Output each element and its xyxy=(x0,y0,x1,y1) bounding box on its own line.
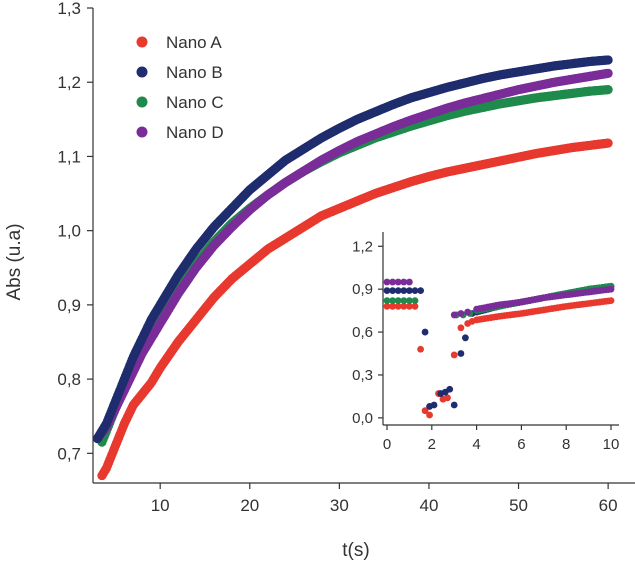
inset-data-point xyxy=(383,287,391,295)
inset-data-point xyxy=(607,285,615,293)
inset-data-point xyxy=(421,328,429,336)
main-data-point xyxy=(603,85,613,95)
inset-data-point xyxy=(457,350,465,357)
inset-series-4 xyxy=(383,278,615,319)
legend-marker xyxy=(136,126,148,138)
inset-y-tick-label: 0,3 xyxy=(352,367,373,384)
inset-data-point xyxy=(446,385,454,393)
inset-x-tick-label: 4 xyxy=(472,436,480,453)
inset-y-tick-label: 1,2 xyxy=(352,238,373,255)
inset-data-point xyxy=(400,287,408,295)
main-x-tick-label: 60 xyxy=(599,496,618,515)
main-plot: 0,70,80,91,01,11,21,310 20 30 40 50 60t(s)Abs… xyxy=(4,0,635,561)
inset-data-point xyxy=(450,311,458,319)
inset-background xyxy=(333,222,635,470)
main-x-tick-label: 20 xyxy=(240,496,259,515)
inset-data-point xyxy=(389,297,396,305)
inset-series-1 xyxy=(383,297,615,419)
inset-data-point xyxy=(457,310,465,317)
main-x-tick-label: 50 xyxy=(509,496,528,515)
inset-y-tick-label: 0,0 xyxy=(352,410,373,427)
inset-data-point xyxy=(394,297,402,305)
inset-data-point xyxy=(444,394,451,402)
inset-x-tick-label: 6 xyxy=(517,436,525,453)
inset-data-point xyxy=(411,302,419,310)
inset-data-point xyxy=(394,278,402,286)
inset-y-tick-label: 0,9 xyxy=(352,281,373,298)
main-x-tick-label: 30 xyxy=(330,496,349,515)
main-y-tick-label: 1,1 xyxy=(57,147,81,166)
main-y-tick-label: 0,9 xyxy=(57,296,81,315)
inset-data-point xyxy=(389,278,396,286)
inset-data-point xyxy=(383,278,391,286)
main-y-tick-label: 0,8 xyxy=(57,370,81,389)
inset-data-point xyxy=(400,302,408,310)
main-y-tick-label: 0,7 xyxy=(57,444,81,463)
inset-data-point xyxy=(394,287,402,295)
inset-x-tick-label: 2 xyxy=(428,436,436,453)
inset-x-tick-label: 10 xyxy=(603,436,620,453)
main-series-nano-b xyxy=(92,55,613,444)
inset-data-point xyxy=(457,324,465,332)
legend-label: Nano D xyxy=(166,123,224,142)
main-x-tick-label: 10 xyxy=(151,496,170,515)
inset-data-point xyxy=(411,297,419,305)
main-x-tick-label: 40 xyxy=(419,496,438,515)
inset-y-tick-label: 0,6 xyxy=(352,324,373,341)
main-y-tick-label: 1,0 xyxy=(57,222,81,241)
inset-data-point xyxy=(389,302,396,310)
main-data-point xyxy=(603,138,613,148)
inset-data-point xyxy=(400,297,408,305)
legend-label: Nano A xyxy=(166,33,222,52)
inset-data-point xyxy=(417,287,424,295)
inset-data-point xyxy=(464,308,472,316)
legend: Nano A Nano B Nano C Nano D xyxy=(136,33,224,142)
inset-data-point xyxy=(389,287,396,295)
inset-data-point xyxy=(406,302,413,310)
main-data-point xyxy=(603,55,613,65)
inset-data-point xyxy=(394,302,402,310)
inset-x-tick-label: 8 xyxy=(562,436,570,453)
inset-x-tick-label: 0 xyxy=(383,436,391,453)
inset-data-point xyxy=(406,287,413,295)
main-y-axis-title: Abs (u.a) xyxy=(4,223,25,300)
inset-data-point xyxy=(383,297,391,305)
legend-label: Nano C xyxy=(166,93,224,112)
main-x-axis-title: t(s) xyxy=(342,540,369,561)
inset-data-point xyxy=(450,351,458,359)
inset-data-point xyxy=(383,302,391,310)
inset-data-point xyxy=(426,411,433,419)
main-y-tick-label: 1,2 xyxy=(57,73,81,92)
inset-data-point xyxy=(421,407,429,415)
main-y-tick-label: 1,3 xyxy=(57,0,81,18)
main-series-nano-d xyxy=(92,68,613,444)
inset-data-point xyxy=(450,401,458,409)
legend-marker xyxy=(136,66,148,78)
inset-data-point xyxy=(406,278,413,286)
inset-plot: 0,0 0,3 0,6 0,9 1,2 0 2 4 6 8 10 xyxy=(333,222,635,470)
legend-marker xyxy=(136,36,148,48)
legend-label: Nano B xyxy=(166,63,223,82)
inset-data-point xyxy=(406,297,413,305)
inset-data-point xyxy=(417,345,424,353)
main-data-point xyxy=(603,68,613,78)
inset-data-point xyxy=(400,278,408,286)
inset-data-point xyxy=(462,334,469,342)
inset-data-point xyxy=(430,401,438,409)
inset-data-point xyxy=(411,287,419,295)
inset-data-point xyxy=(607,297,615,305)
main-series-nano-a xyxy=(97,138,613,481)
legend-marker xyxy=(136,96,148,108)
